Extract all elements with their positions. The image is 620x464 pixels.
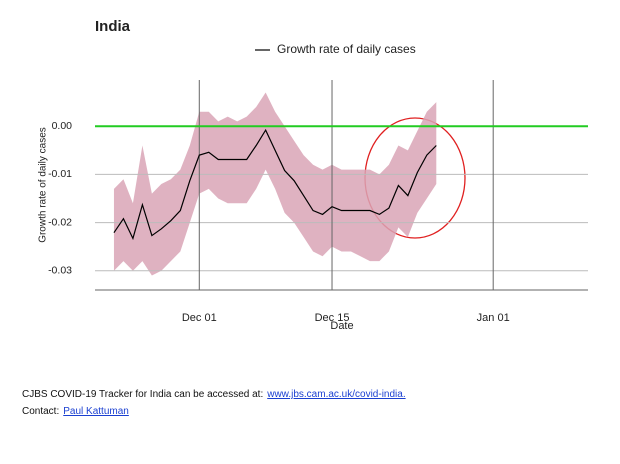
y-tick-label: -0.01 — [48, 168, 72, 180]
legend-label: Growth rate of daily cases — [277, 42, 416, 56]
contact-link[interactable]: Paul Kattuman — [63, 406, 129, 417]
x-tick-label: Dec 01 — [182, 312, 217, 324]
footer-line: CJBS COVID-19 Tracker for India can be a… — [22, 389, 406, 400]
y-axis-label: Growth rate of daily cases — [38, 127, 49, 243]
footer-text: CJBS COVID-19 Tracker for India can be a… — [22, 389, 264, 400]
contact-line: Contact: Paul Kattuman — [22, 406, 129, 417]
y-tick-label: 0.00 — [52, 120, 73, 132]
chart-title: India — [95, 18, 131, 35]
y-tick-label: -0.02 — [48, 216, 72, 228]
series-line — [113, 128, 437, 241]
x-axis-label: Date — [330, 320, 353, 332]
contact-label: Contact: — [22, 406, 60, 417]
x-tick-label: Dec 15 — [315, 312, 350, 324]
x-tick-label: Jan 01 — [477, 312, 510, 324]
confidence-band — [113, 92, 437, 276]
footer-link[interactable]: www.jbs.cam.ac.uk/covid-india. — [267, 389, 406, 400]
y-tick-label: -0.03 — [48, 265, 72, 277]
